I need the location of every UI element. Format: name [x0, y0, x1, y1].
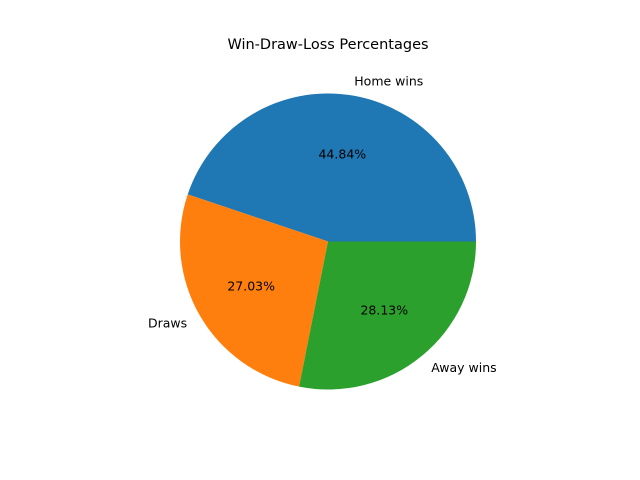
pct-label-draws: 27.03%	[227, 279, 275, 294]
slice-label-away-wins: Away wins	[431, 360, 496, 375]
slice-label-home-wins: Home wins	[354, 73, 423, 88]
pie-slice-draws	[179, 194, 328, 387]
chart-title: Win-Draw-Loss Percentages	[227, 37, 428, 53]
pie-slice-home-wins	[187, 93, 476, 242]
pie-slices	[179, 93, 476, 390]
pie-slice-away-wins	[299, 241, 476, 390]
pct-label-away-wins: 28.13%	[360, 303, 408, 318]
pie-labels: Home wins 44.84% Draws 27.03% Away wins 28.13…	[148, 73, 497, 375]
pct-label-home-wins: 44.84%	[318, 146, 366, 161]
slice-label-draws: Draws	[148, 316, 187, 331]
